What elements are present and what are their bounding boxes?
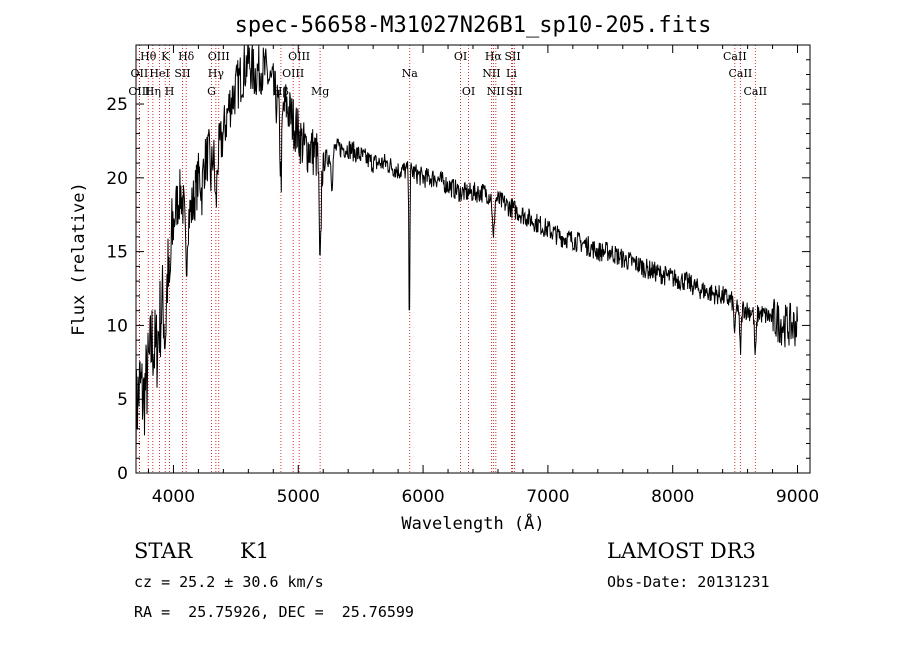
object-subclass: K1: [240, 539, 270, 563]
spectral-line-label: CaII: [729, 67, 753, 80]
sky-coordinates: RA = 25.75926, DEC = 25.76599: [134, 603, 414, 621]
object-class: STAR: [134, 539, 193, 563]
plot-frame: [135, 44, 811, 474]
spectral-line-markers: [138, 45, 756, 473]
redshift-cz: cz = 25.2 ± 30.6 km/s: [134, 573, 324, 591]
spectral-line-label: OI: [462, 85, 475, 98]
observation-date: Obs-Date: 20131231: [607, 573, 770, 591]
chart-title: spec-56658-M31027N26B1_sp10-205.fits: [235, 13, 712, 38]
y-tick-label: 15: [106, 243, 128, 263]
spectral-line-label: Li: [506, 67, 517, 80]
spectral-line-label: OII: [131, 67, 149, 80]
spectral-line-label: OIII: [128, 85, 150, 98]
y-axis-label: Flux (relative): [69, 182, 89, 336]
y-tick-label: 25: [106, 95, 128, 115]
x-tick-label: 6000: [401, 487, 444, 507]
spectral-line-label: Na: [402, 67, 419, 80]
spectral-line-label: SII: [506, 85, 522, 98]
spectral-line-label: Hα: [485, 50, 503, 63]
survey-name: LAMOST DR3: [607, 539, 756, 563]
spectral-line-label: OIII: [282, 67, 304, 80]
spectral-line-label: OIII: [208, 50, 230, 63]
x-tick-label: 9000: [776, 487, 819, 507]
x-tick-label: 7000: [526, 487, 569, 507]
x-tick-label: 4000: [152, 487, 195, 507]
y-tick-label: 20: [106, 169, 128, 189]
x-tick-label: 5000: [277, 487, 320, 507]
y-tick-label: 0: [117, 464, 128, 484]
spectral-line-label: SII: [504, 50, 520, 63]
y-tick-label: 5: [117, 390, 128, 410]
y-tick-label: 10: [106, 316, 128, 336]
spectral-line-label: NII: [487, 85, 505, 98]
spectral-line-label: CaII: [723, 50, 747, 63]
spectral-line-label: OI: [454, 50, 467, 63]
spectral-line-label: HeI: [149, 67, 169, 80]
spectral-line-label: OIII: [288, 50, 310, 63]
spectral-line-label: H: [165, 85, 175, 98]
spectral-line-label: K: [161, 50, 170, 63]
spectral-line-label: Hγ: [208, 67, 225, 80]
axis-ticks: 4000 5000 6000 7000 8000 9000 0 5 10 15 20 25: [106, 44, 819, 507]
spectral-line-label: SII: [174, 67, 190, 80]
spectral-line-label: Hβ: [273, 85, 289, 98]
x-tick-label: 8000: [651, 487, 694, 507]
spectral-line-label: CaII: [743, 85, 767, 98]
spectral-line-label: NII: [482, 67, 500, 80]
spectral-line-label: Hθ: [140, 50, 157, 63]
spectral-line-label: Hη: [145, 85, 161, 98]
spectral-line-label: Hδ: [178, 50, 195, 63]
flux-series-line: [135, 44, 798, 462]
spectral-line-label: G: [207, 85, 216, 98]
spectral-line-label: Mg: [311, 85, 329, 98]
x-axis-label: Wavelength (Å): [401, 512, 544, 534]
